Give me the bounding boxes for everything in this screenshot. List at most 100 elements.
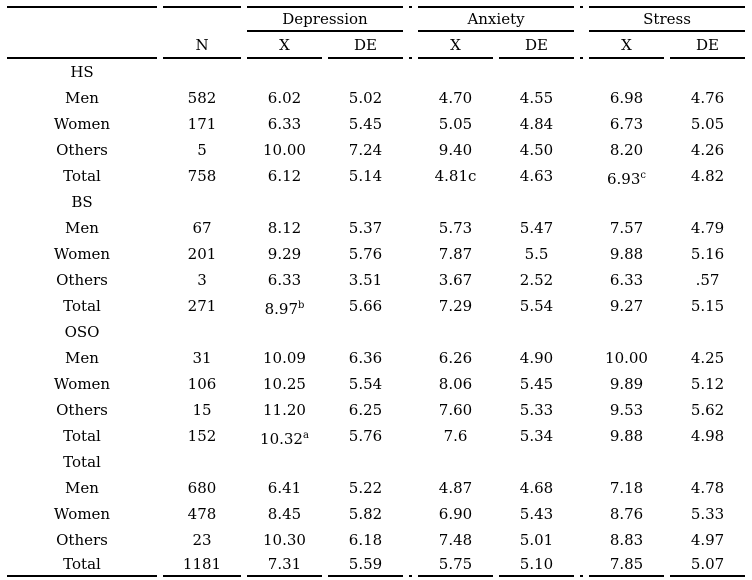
table-cell: 5.22 xyxy=(348,479,383,497)
table-cell: 6.33 xyxy=(267,115,302,133)
table-cell: 271 xyxy=(187,297,217,315)
table-cell: 6.25 xyxy=(348,401,383,419)
row-label: Total xyxy=(63,297,101,315)
table-cell: 4.76 xyxy=(690,89,725,107)
table-cell: 4.70 xyxy=(438,89,473,107)
table-cell xyxy=(328,189,403,215)
table-row: Total 271 8.97b 5.66 7.29 5.54 9.27 5.15 xyxy=(7,293,745,319)
table-cell: 6.36 xyxy=(348,349,383,367)
table-cell: 2.52 xyxy=(519,271,554,289)
section-header-row: Total xyxy=(7,449,745,475)
group-spacer xyxy=(580,267,583,293)
table-cell xyxy=(328,319,403,345)
row-label: Others xyxy=(56,141,108,159)
table-cell: 10.30 xyxy=(263,531,306,549)
table-cell: 8.45 xyxy=(267,505,302,523)
table-cell: 201 xyxy=(187,245,217,263)
table-cell: 7.24 xyxy=(348,141,383,159)
table-cell: 152 xyxy=(187,427,217,445)
table-cell: 5.15 xyxy=(690,297,725,315)
group-spacer xyxy=(409,215,412,241)
table-cell: 7.6 xyxy=(443,427,468,445)
group-spacer xyxy=(580,449,583,475)
table-cell: 5.45 xyxy=(348,115,383,133)
table-cell: 4.87 xyxy=(438,479,473,497)
table-cell: 4.82 xyxy=(690,167,725,185)
cell-value: 6.93c xyxy=(607,170,647,188)
table-row: Total 1181 7.31 5.59 5.75 5.10 7.85 5.07 xyxy=(7,553,746,577)
group-header-row: Depression Anxiety Stress xyxy=(7,6,746,32)
table-row: Men 582 6.02 5.02 4.70 4.55 6.98 4.76 xyxy=(7,85,745,111)
table-cell: 8.83 xyxy=(609,531,644,549)
table-cell: 5.33 xyxy=(690,505,725,523)
col-header-stress-de: DE xyxy=(670,32,746,59)
table-cell xyxy=(418,449,493,475)
table-cell: 4.90 xyxy=(519,349,554,367)
table-cell: 6.90 xyxy=(438,505,473,523)
table-cell: 5.37 xyxy=(348,219,383,237)
group-spacer xyxy=(409,85,412,111)
table-cell: 6.41 xyxy=(267,479,302,497)
table-cell: 9.29 xyxy=(267,245,302,263)
superscript-marker: c xyxy=(640,170,647,181)
row-label: Total xyxy=(7,553,157,577)
table-cell xyxy=(670,319,745,345)
table-cell: 9.40 xyxy=(438,141,473,159)
table-cell: 5.76 xyxy=(348,245,383,263)
row-label: Women xyxy=(53,245,111,263)
table-row: Total 152 10.32a 5.76 7.6 5.34 9.88 4.98 xyxy=(7,423,745,449)
group-header-depression: Depression xyxy=(247,6,403,32)
table-cell: 758 xyxy=(187,167,217,185)
group-spacer xyxy=(580,163,583,189)
table-cell: 10.32a xyxy=(247,423,322,449)
table-cell: 6.02 xyxy=(267,89,302,107)
table-cell: 3 xyxy=(197,271,207,289)
table-cell: 5.07 xyxy=(670,553,746,577)
n-header-blank xyxy=(163,6,241,32)
table-cell: 6.93c xyxy=(589,163,664,189)
group-spacer xyxy=(409,189,412,215)
table-cell xyxy=(418,189,493,215)
group-spacer xyxy=(580,553,584,577)
group-spacer xyxy=(580,137,583,163)
table-cell: 9.53 xyxy=(609,401,644,419)
group-spacer xyxy=(409,345,412,371)
section-header-row: HS xyxy=(7,59,745,85)
group-spacer xyxy=(409,527,412,553)
table-row: Women 201 9.29 5.76 7.87 5.5 9.88 5.16 xyxy=(7,241,745,267)
table-cell: 5.01 xyxy=(519,531,554,549)
table-cell: 5.33 xyxy=(519,401,554,419)
table-cell xyxy=(247,189,322,215)
table-cell: 5.05 xyxy=(438,115,473,133)
table-cell: 5.12 xyxy=(690,375,725,393)
table-cell: 5.45 xyxy=(519,375,554,393)
group-spacer xyxy=(409,267,412,293)
section-label: HS xyxy=(70,63,94,81)
group-spacer xyxy=(580,527,583,553)
table-cell: 8.06 xyxy=(438,375,473,393)
table-body: HS Men 582 6.02 5.02 4.70 4.55 6.98 4.76 Women 171… xyxy=(7,59,746,577)
table-cell: 5.14 xyxy=(348,167,383,185)
table-cell: 7.31 xyxy=(247,553,322,577)
table-cell: 5.75 xyxy=(418,553,493,577)
table-row: Others 15 11.20 6.25 7.60 5.33 9.53 5.62 xyxy=(7,397,745,423)
row-label: Men xyxy=(65,349,99,367)
row-label: Women xyxy=(53,375,111,393)
group-spacer xyxy=(409,397,412,423)
group-spacer xyxy=(409,319,412,345)
table-cell: 5.43 xyxy=(519,505,554,523)
group-spacer xyxy=(409,371,412,397)
table-cell: 9.27 xyxy=(609,297,644,315)
table-cell: 8.97b xyxy=(247,293,322,319)
table-cell: 6.33 xyxy=(609,271,644,289)
table-cell: 5.54 xyxy=(348,375,383,393)
row-label: Men xyxy=(65,89,99,107)
group-spacer xyxy=(409,59,412,85)
group-spacer xyxy=(580,241,583,267)
group-spacer xyxy=(580,423,583,449)
row-label-subheader-blank xyxy=(7,32,157,59)
table-cell: 7.29 xyxy=(438,297,473,315)
table-cell xyxy=(670,59,745,85)
table-cell: 31 xyxy=(192,349,212,367)
